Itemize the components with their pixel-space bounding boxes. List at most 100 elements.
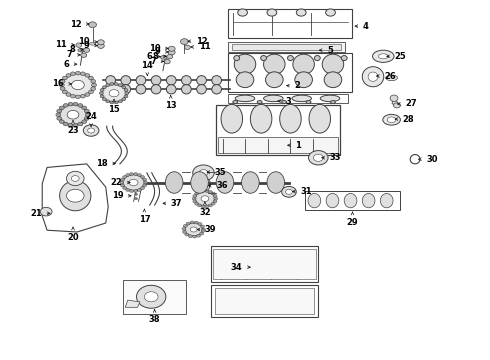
Ellipse shape [235, 95, 255, 102]
Ellipse shape [314, 154, 323, 161]
Text: 4: 4 [363, 22, 368, 31]
Ellipse shape [233, 100, 238, 103]
Ellipse shape [130, 190, 133, 193]
Ellipse shape [141, 176, 145, 179]
Ellipse shape [120, 181, 124, 184]
Text: 2: 2 [294, 81, 300, 90]
Ellipse shape [125, 92, 129, 95]
Text: 12: 12 [70, 19, 81, 28]
Ellipse shape [92, 83, 97, 87]
Text: 34: 34 [231, 263, 243, 272]
Ellipse shape [383, 114, 400, 125]
Ellipse shape [84, 109, 89, 113]
Ellipse shape [267, 172, 285, 193]
Ellipse shape [136, 85, 146, 94]
Ellipse shape [68, 123, 73, 127]
Ellipse shape [134, 190, 138, 193]
Ellipse shape [60, 80, 65, 83]
Ellipse shape [82, 106, 87, 109]
Ellipse shape [324, 72, 342, 87]
Ellipse shape [193, 165, 214, 181]
Ellipse shape [121, 184, 124, 187]
Ellipse shape [308, 193, 321, 208]
Ellipse shape [144, 181, 147, 184]
Ellipse shape [90, 42, 96, 45]
Ellipse shape [261, 55, 267, 60]
Text: 29: 29 [347, 218, 358, 227]
Ellipse shape [137, 285, 166, 308]
Ellipse shape [193, 235, 196, 238]
Ellipse shape [134, 172, 138, 175]
Bar [228, 42, 345, 51]
Ellipse shape [184, 45, 190, 49]
Text: 24: 24 [85, 112, 97, 121]
Ellipse shape [57, 117, 62, 120]
Text: 14: 14 [142, 61, 153, 70]
Ellipse shape [102, 84, 126, 102]
Ellipse shape [151, 85, 161, 94]
Ellipse shape [195, 192, 215, 206]
Ellipse shape [102, 98, 106, 101]
Ellipse shape [201, 205, 205, 208]
Bar [232, 44, 341, 50]
Ellipse shape [197, 190, 201, 193]
Ellipse shape [123, 175, 145, 190]
Ellipse shape [362, 193, 375, 208]
Ellipse shape [89, 76, 94, 80]
Ellipse shape [99, 92, 103, 95]
Ellipse shape [84, 48, 90, 52]
Ellipse shape [205, 189, 209, 192]
Ellipse shape [196, 76, 206, 85]
Ellipse shape [67, 111, 79, 119]
Ellipse shape [73, 102, 78, 106]
Ellipse shape [68, 102, 73, 106]
Ellipse shape [296, 9, 306, 16]
Ellipse shape [212, 76, 221, 85]
Ellipse shape [387, 117, 396, 123]
Ellipse shape [201, 228, 205, 231]
Ellipse shape [100, 95, 104, 98]
Ellipse shape [286, 189, 293, 194]
Ellipse shape [73, 123, 78, 127]
Ellipse shape [59, 83, 64, 87]
Ellipse shape [160, 55, 167, 59]
Ellipse shape [213, 200, 217, 203]
Ellipse shape [66, 93, 71, 96]
Bar [218, 137, 338, 153]
Bar [213, 249, 316, 279]
Ellipse shape [143, 178, 147, 181]
Ellipse shape [201, 189, 205, 192]
Ellipse shape [71, 94, 75, 98]
Ellipse shape [62, 90, 67, 94]
Ellipse shape [130, 172, 133, 175]
Ellipse shape [88, 128, 95, 133]
Text: 36: 36 [216, 181, 228, 190]
Ellipse shape [66, 73, 71, 77]
Ellipse shape [62, 73, 94, 96]
Ellipse shape [168, 50, 175, 55]
Bar [216, 105, 340, 155]
Ellipse shape [198, 222, 202, 225]
Ellipse shape [59, 120, 64, 123]
Ellipse shape [190, 221, 194, 224]
Ellipse shape [106, 84, 110, 86]
Ellipse shape [114, 101, 118, 104]
Ellipse shape [380, 193, 393, 208]
Ellipse shape [181, 76, 191, 85]
Ellipse shape [167, 54, 172, 59]
Text: 23: 23 [67, 126, 79, 135]
Ellipse shape [60, 87, 65, 90]
Ellipse shape [322, 54, 343, 74]
Ellipse shape [121, 85, 131, 94]
Ellipse shape [200, 225, 204, 228]
Ellipse shape [164, 59, 170, 64]
Ellipse shape [85, 113, 90, 117]
Ellipse shape [138, 174, 142, 176]
Ellipse shape [56, 113, 61, 117]
Text: 22: 22 [111, 178, 122, 187]
Text: 33: 33 [330, 153, 341, 162]
Bar [211, 246, 318, 282]
Ellipse shape [236, 72, 254, 87]
Text: 32: 32 [199, 208, 211, 217]
Text: 7: 7 [67, 50, 73, 59]
